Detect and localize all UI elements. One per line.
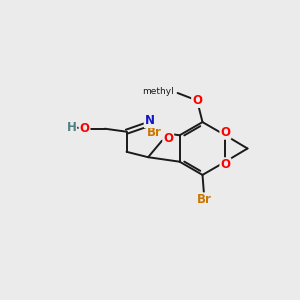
Text: O: O: [163, 132, 173, 145]
Text: O: O: [220, 158, 230, 171]
Text: methyl: methyl: [142, 87, 174, 96]
Text: N: N: [145, 114, 154, 127]
Text: O: O: [220, 126, 230, 139]
Text: O: O: [80, 122, 89, 135]
Text: H: H: [66, 121, 76, 134]
Text: O: O: [192, 94, 202, 107]
Text: Br: Br: [147, 126, 162, 139]
Text: Br: Br: [196, 193, 211, 206]
